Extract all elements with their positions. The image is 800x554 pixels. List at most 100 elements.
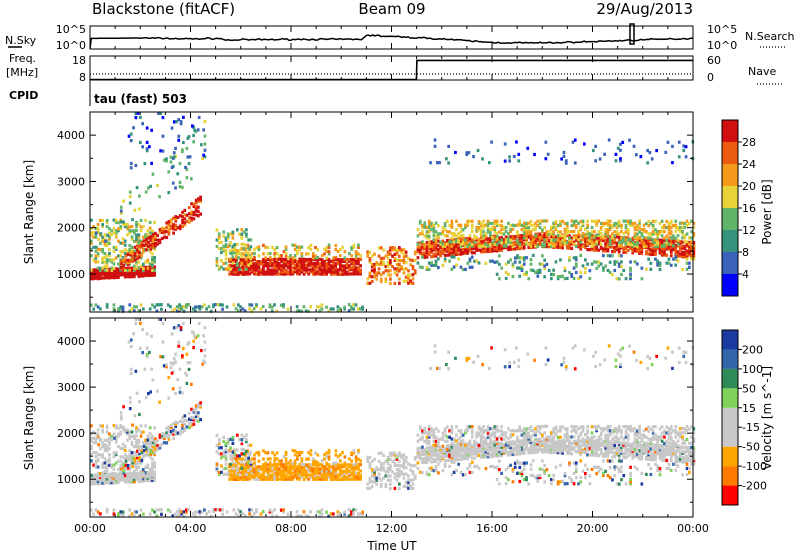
- power-cell: [133, 268, 136, 272]
- velocity-cell: [343, 461, 347, 465]
- power-cell: [114, 269, 118, 273]
- power-cell: [291, 256, 295, 260]
- power-cell: [373, 267, 376, 271]
- power-cell: [468, 234, 472, 238]
- power-cell: [595, 238, 598, 242]
- velocity-cell: [197, 411, 200, 415]
- power-cell: [656, 230, 659, 234]
- power-cell: [298, 272, 301, 276]
- power-cell: [247, 247, 250, 251]
- power-cell: [198, 305, 202, 309]
- power-cell: [611, 254, 614, 258]
- velocity-cell: [185, 425, 189, 429]
- cpid-label: CPID: [9, 89, 38, 102]
- velocity-cell: [339, 477, 342, 481]
- velocity-cell: [293, 449, 297, 453]
- power-cell: [511, 223, 515, 227]
- velocity-cell: [357, 475, 360, 480]
- velocity-cell: [151, 463, 154, 467]
- power-cell: [343, 256, 347, 260]
- power-cell: [163, 227, 166, 231]
- power-cell: [509, 258, 512, 262]
- power-cell: [92, 277, 95, 281]
- velocity-cell: [296, 457, 299, 461]
- power-cell: [608, 238, 612, 242]
- noise-right-label: N.Search: [745, 30, 795, 43]
- velocity-cell: [112, 479, 116, 483]
- velocity-cell: [130, 440, 134, 444]
- power-cell: [654, 257, 657, 261]
- velocity-cell: [473, 444, 476, 448]
- velocity-cell: [479, 453, 483, 458]
- power-cell: [568, 230, 571, 234]
- power-cell: [275, 268, 279, 272]
- power-cell: [683, 225, 687, 229]
- power-cell: [101, 239, 104, 243]
- power-cell: [459, 234, 463, 238]
- power-cell: [153, 305, 156, 309]
- power-cell: [552, 240, 555, 244]
- power-cell: [504, 262, 508, 266]
- power-cell: [402, 254, 406, 258]
- power-cell: [167, 220, 171, 224]
- velocity-cell: [114, 424, 118, 428]
- power-cell: [595, 248, 598, 252]
- power-cell: [511, 264, 515, 268]
- power-cell: [217, 236, 221, 240]
- velocity-cell: [404, 480, 408, 484]
- power-cell: [493, 242, 497, 246]
- power-cell: [672, 248, 675, 252]
- noise-left-tick-bottom: 10^0: [56, 39, 86, 52]
- velocity-cell: [101, 444, 104, 449]
- power-cell: [665, 234, 669, 238]
- velocity-cell: [298, 477, 301, 481]
- power-cell: [423, 225, 427, 230]
- velocity-cell: [229, 456, 232, 460]
- power-cell: [291, 261, 295, 266]
- velocity-cell: [94, 476, 98, 480]
- power-cell: [427, 228, 431, 232]
- power-cell: [597, 230, 601, 234]
- power-cell: [144, 218, 147, 223]
- power-cell: [345, 272, 349, 276]
- velocity-cell: [318, 477, 322, 481]
- velocity-cell: [339, 469, 342, 473]
- power-cell: [201, 156, 204, 160]
- power-cell: [307, 272, 310, 276]
- power-cell: [669, 239, 673, 243]
- velocity-cell: [121, 455, 125, 459]
- power-cell: [588, 269, 592, 273]
- power-cell: [293, 268, 297, 272]
- power-cell: [479, 244, 483, 248]
- power-cell: [538, 236, 542, 240]
- velocity-cell: [131, 465, 135, 469]
- velocity-cell: [112, 467, 116, 471]
- power-cell: [180, 305, 184, 309]
- power-cell: [674, 257, 678, 261]
- power-cell: [498, 262, 501, 266]
- velocity-cell: [282, 455, 286, 459]
- power-cell: [665, 242, 669, 246]
- power-cell: [441, 249, 445, 254]
- velocity-cell: [174, 433, 178, 437]
- velocity-cell: [298, 467, 301, 471]
- power-cell: [307, 309, 310, 313]
- velocity-cell: [197, 402, 200, 406]
- power-cell: [676, 225, 680, 229]
- power-cell: [188, 216, 191, 220]
- velocity-cell: [482, 453, 485, 457]
- power-cell: [275, 260, 279, 264]
- velocity-cell: [112, 432, 116, 436]
- power-cell: [244, 272, 247, 276]
- power-cell: [228, 272, 231, 276]
- power-cell: [674, 236, 678, 240]
- velocity-cell: [167, 376, 171, 380]
- velocity-cell: [432, 460, 436, 464]
- power-cell: [565, 221, 569, 225]
- power-cell: [123, 248, 127, 252]
- velocity-cell: [131, 458, 135, 462]
- power-cell: [348, 272, 351, 276]
- power-cell: [142, 239, 146, 243]
- power-cell: [226, 232, 230, 236]
- velocity-cell: [139, 469, 143, 474]
